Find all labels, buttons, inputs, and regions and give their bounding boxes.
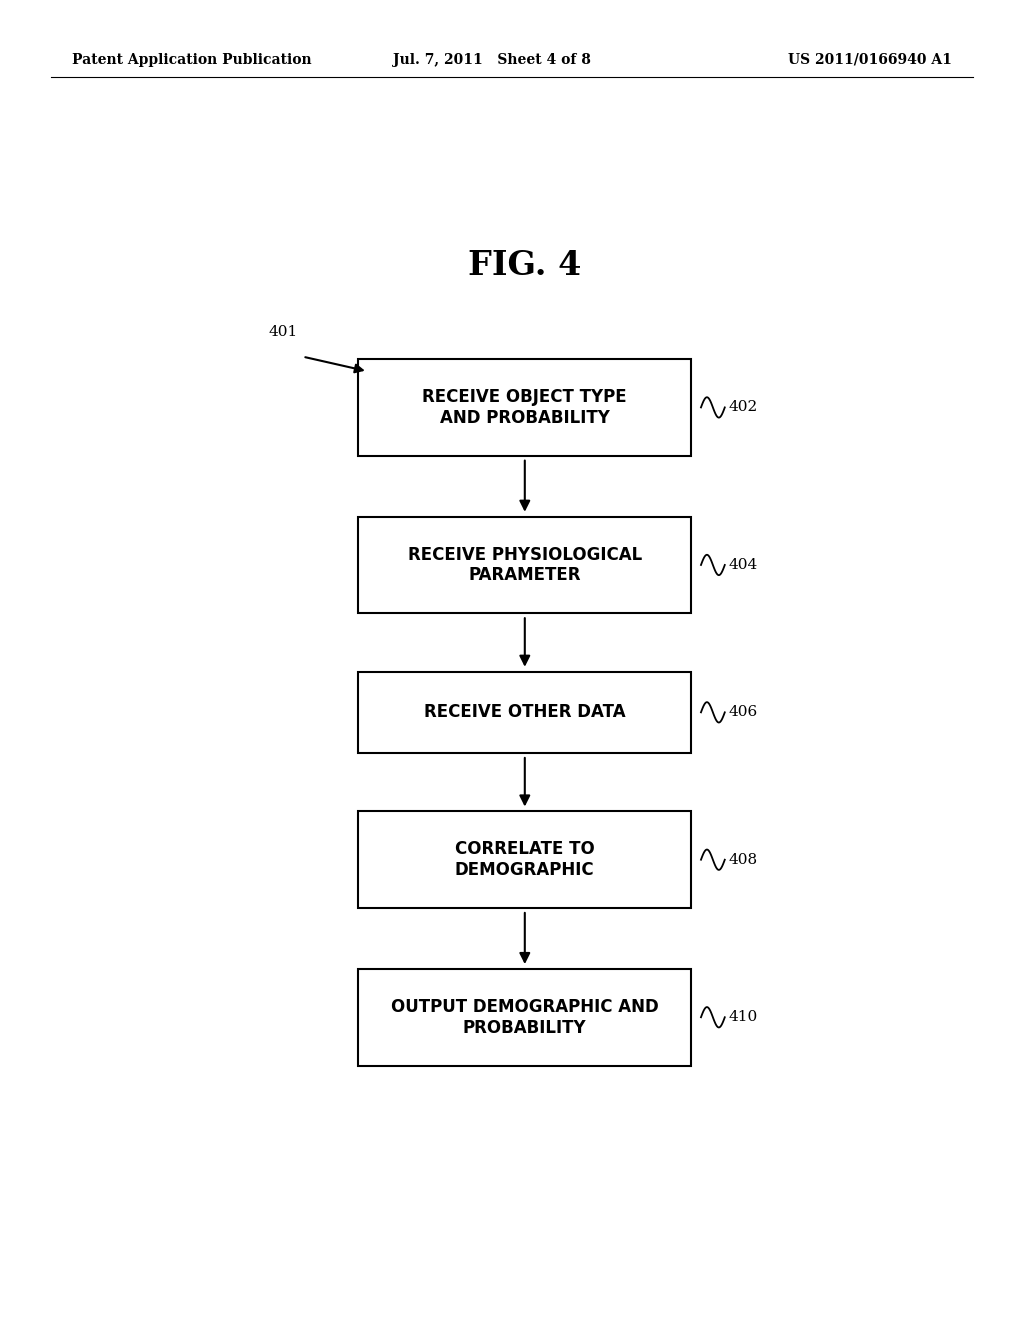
Bar	[358, 359, 691, 455]
Text: 404: 404	[729, 558, 758, 572]
Text: RECEIVE OTHER DATA: RECEIVE OTHER DATA	[424, 704, 626, 721]
Bar	[358, 812, 691, 908]
Text: RECEIVE OBJECT TYPE
AND PROBABILITY: RECEIVE OBJECT TYPE AND PROBABILITY	[423, 388, 627, 426]
Text: 406: 406	[729, 705, 758, 719]
Bar	[358, 672, 691, 752]
Text: 401: 401	[268, 325, 297, 339]
Bar	[358, 969, 691, 1065]
Text: FIG. 4: FIG. 4	[468, 248, 582, 281]
Text: CORRELATE TO
DEMOGRAPHIC: CORRELATE TO DEMOGRAPHIC	[455, 841, 595, 879]
Text: US 2011/0166940 A1: US 2011/0166940 A1	[788, 53, 952, 67]
Text: 410: 410	[729, 1010, 758, 1024]
Text: 402: 402	[729, 400, 758, 414]
Text: 408: 408	[729, 853, 758, 867]
Text: Patent Application Publication: Patent Application Publication	[72, 53, 311, 67]
Text: OUTPUT DEMOGRAPHIC AND
PROBABILITY: OUTPUT DEMOGRAPHIC AND PROBABILITY	[391, 998, 658, 1036]
Bar	[358, 516, 691, 614]
Text: RECEIVE PHYSIOLOGICAL
PARAMETER: RECEIVE PHYSIOLOGICAL PARAMETER	[408, 545, 642, 585]
Text: Jul. 7, 2011   Sheet 4 of 8: Jul. 7, 2011 Sheet 4 of 8	[392, 53, 591, 67]
